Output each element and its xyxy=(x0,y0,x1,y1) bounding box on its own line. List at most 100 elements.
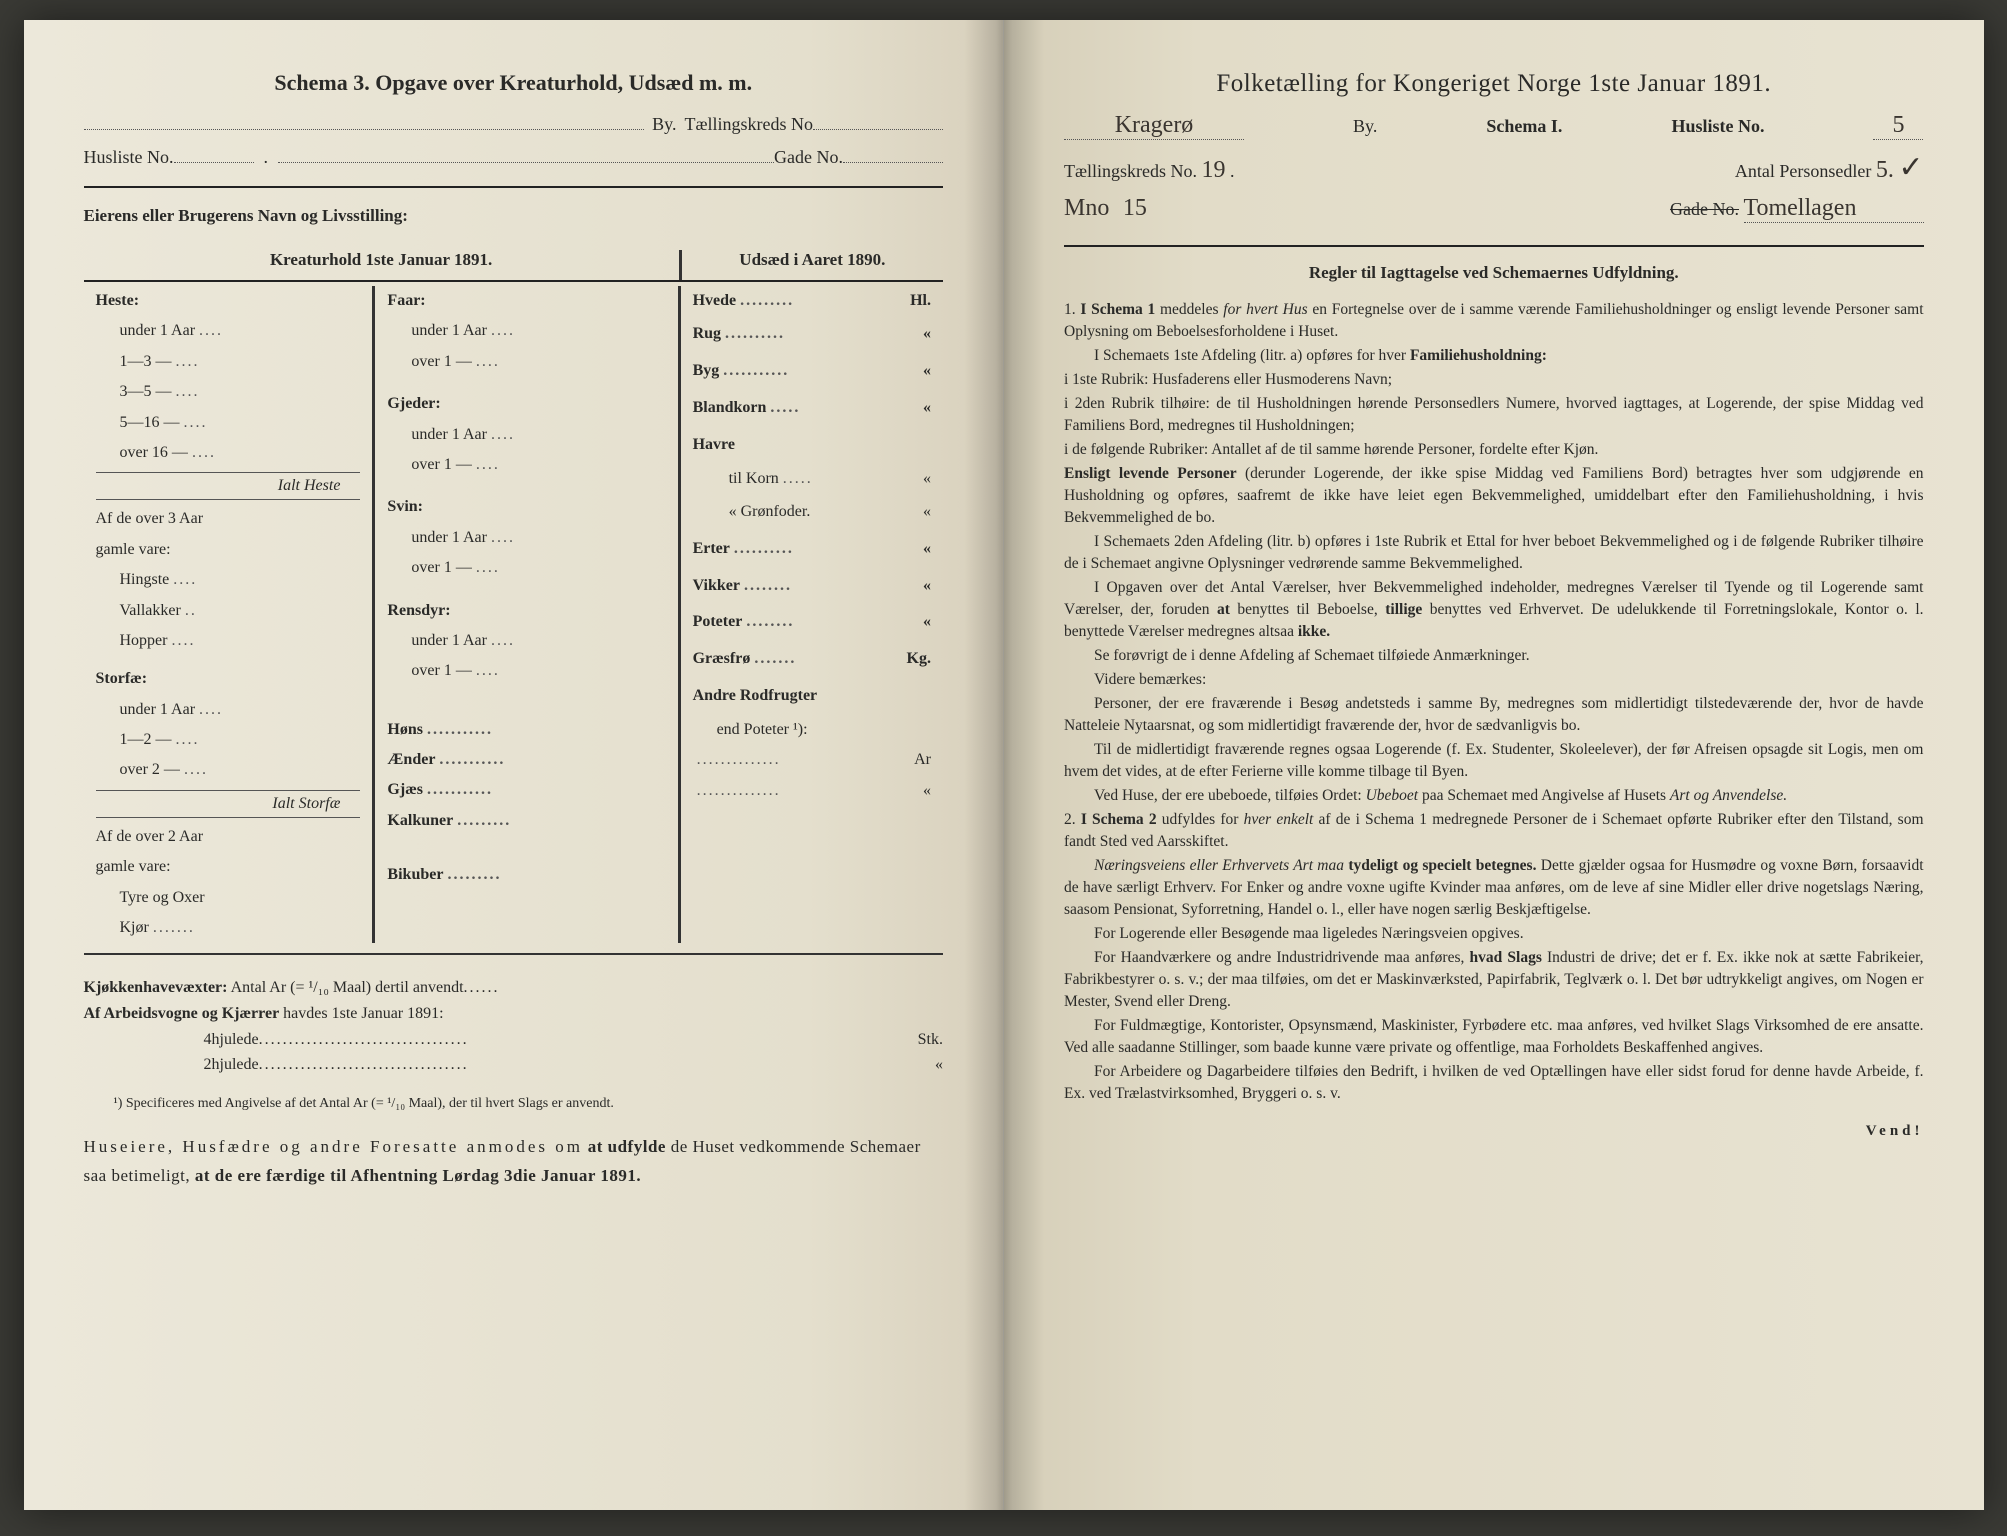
census-title: Folketælling for Kongeriget Norge 1ste J… xyxy=(1064,70,1924,98)
closing-text: Huseiere, Husfædre og andre Foresatte an… xyxy=(84,1133,944,1191)
right-page: Folketælling for Kongeriget Norge 1ste J… xyxy=(1004,20,1984,1510)
hw-husliste: 5 xyxy=(1892,112,1904,139)
svin-u1: under 1 Aar xyxy=(411,523,487,553)
hw-mno: Mno xyxy=(1064,195,1109,222)
vikker: Vikker xyxy=(693,568,740,605)
rensdyr-o1: over 1 — xyxy=(411,656,471,686)
hw-persons: 5. xyxy=(1876,157,1894,184)
af2aar: Af de over 2 Aar xyxy=(96,822,204,852)
rules-title: Regler til Iagttagelse ved Schemaernes U… xyxy=(1064,245,1924,283)
rug: Rug xyxy=(693,316,721,353)
byg: Byg xyxy=(693,353,720,390)
owner-label: Eierens eller Brugerens Navn og Livsstil… xyxy=(84,206,944,226)
heste-u1: under 1 Aar xyxy=(120,316,196,346)
header-kreatur: Kreaturhold 1ste Januar 1891. xyxy=(84,250,682,280)
storfae-1-2: 1—2 — xyxy=(120,725,172,755)
gronfoder: « Grønfoder. xyxy=(729,494,811,531)
label-heste: Heste: xyxy=(96,286,140,316)
by-line: By. Tællingskreds No xyxy=(84,114,944,135)
by-label-r: By. xyxy=(1353,116,1377,137)
ialt-storfae: Ialt Storfæ xyxy=(96,795,341,813)
header-udsaed: Udsæd i Aaret 1890. xyxy=(682,250,943,280)
aender: Ænder xyxy=(387,745,435,775)
unit-kg: Kg. xyxy=(907,641,931,678)
left-page: Schema 3. Opgave over Kreaturhold, Udsæd… xyxy=(24,20,1005,1510)
hvede: Hvede xyxy=(693,286,737,316)
kjokkenhave-label: Kjøkkenhavevæxter: xyxy=(84,979,228,996)
storfae-o2: over 2 — xyxy=(120,755,180,785)
hopper: Hopper xyxy=(120,626,168,656)
husliste-no-label: Husliste No. xyxy=(84,147,174,168)
by-label: By. xyxy=(652,114,676,135)
heste-5-16: 5—16 — xyxy=(120,408,180,438)
divider xyxy=(84,186,944,188)
heste-3-5: 3—5 — xyxy=(120,377,172,407)
hingste: Hingste xyxy=(120,565,170,595)
hw-city: Kragerø xyxy=(1115,112,1194,139)
erter: Erter xyxy=(693,531,730,568)
vallakker: Vallakker xyxy=(120,596,181,626)
tyre-oxer: Tyre og Oxer xyxy=(120,883,205,913)
vend-label: Vend! xyxy=(1064,1123,1924,1140)
footnote-1: ¹) Specificeres med Angivelse af det Ant… xyxy=(114,1094,914,1114)
svin-o1: over 1 — xyxy=(411,553,471,583)
hw-kreds: 19 xyxy=(1202,157,1226,184)
col-heste-storfae: Heste: under 1 Aar.... 1—3 —.... 3—5 —..… xyxy=(84,286,376,943)
gjeder-u1: under 1 Aar xyxy=(411,420,487,450)
unit-hl: Hl. xyxy=(910,286,931,316)
faar-u1: under 1 Aar xyxy=(411,316,487,346)
arbeidsvogne-label: Af Arbeidsvogne og Kjærrer xyxy=(84,1005,280,1022)
havre: Havre xyxy=(693,427,735,464)
kreds-row: Tællingskreds No. 19 . Antal Personsedle… xyxy=(1064,150,1924,185)
hons: Høns xyxy=(387,715,423,745)
document-spread: Schema 3. Opgave over Kreaturhold, Udsæd… xyxy=(24,20,1984,1510)
storfae-u1: under 1 Aar xyxy=(120,695,196,725)
schema3-title: Schema 3. Opgave over Kreaturhold, Udsæd… xyxy=(84,70,944,96)
blandkorn: Blandkorn xyxy=(693,390,767,427)
poteter: Poteter xyxy=(693,604,743,641)
schema-label: Schema I. xyxy=(1486,116,1562,137)
kreds-label-r: Tællingskreds No. xyxy=(1064,161,1197,181)
rensdyr-u1: under 1 Aar xyxy=(411,626,487,656)
hw-gade: Tomellagen xyxy=(1744,195,1857,222)
label-faar: Faar: xyxy=(387,286,425,316)
heste-1-3: 1—3 — xyxy=(120,347,172,377)
table-headers: Kreaturhold 1ste Januar 1891. Udsæd i Aa… xyxy=(84,250,944,280)
label-storfae: Storfæ: xyxy=(96,664,148,694)
col-udsaed: Hvede.........Hl. Rug..........« Byg....… xyxy=(681,286,943,943)
gamle-vare: gamle vare: xyxy=(96,535,171,565)
personsedler-label: Antal Personsedler xyxy=(1735,161,1871,181)
gamle-vare2: gamle vare: xyxy=(96,852,171,882)
gade-label-r: Gade No. xyxy=(1670,199,1739,219)
graesfro: Græsfrø xyxy=(693,641,751,678)
city-row: Kragerø By. Schema I. Husliste No. 5 xyxy=(1064,112,1924,140)
kreatur-table: Heste: under 1 Aar.... 1—3 —.... 3—5 —..… xyxy=(84,286,944,943)
hw-15: 15 xyxy=(1123,195,1147,222)
label-rensdyr: Rensdyr: xyxy=(387,596,450,626)
kalkuner: Kalkuner xyxy=(387,806,453,836)
kjokkenhave-text: Antal Ar (= ¹/₁₀ Maal) dertil anvendt xyxy=(231,979,464,996)
heste-o16: over 16 — xyxy=(120,438,188,468)
label-gjeder: Gjeder: xyxy=(387,389,440,419)
andre-rodfrugter: Andre Rodfrugter xyxy=(693,678,818,715)
gade-row: Mno 15 Gade No. Tomellagen xyxy=(1064,195,1924,223)
ialt-heste: Ialt Heste xyxy=(96,477,341,495)
gjeder-o1: over 1 — xyxy=(411,450,471,480)
bikuber: Bikuber xyxy=(387,860,443,890)
kreds-label: Tællingskreds No xyxy=(685,114,814,135)
faar-o1: over 1 — xyxy=(411,347,471,377)
footnotes: Kjøkkenhavevæxter: Antal Ar (= ¹/₁₀ Maal… xyxy=(84,975,944,1077)
gade-no-label: Gade No. xyxy=(774,147,843,168)
4hjulede: 4hjulede xyxy=(204,1027,259,1053)
2hjulede: 2hjulede xyxy=(204,1052,259,1078)
unit-stk: Stk. xyxy=(918,1027,943,1053)
af3aar: Af de over 3 Aar xyxy=(96,504,204,534)
tilkorn: til Korn xyxy=(729,464,779,494)
arbeidsvogne-text: havdes 1ste Januar 1891: xyxy=(283,1005,443,1022)
husliste-line: Husliste No. . Gade No. xyxy=(84,147,944,168)
kjor: Kjør xyxy=(120,913,149,943)
gjaes: Gjæs xyxy=(387,775,423,805)
end-poteter: end Poteter ¹): xyxy=(717,715,808,745)
rules-body: 1. I Schema 1 meddeles for hvert Hus en … xyxy=(1064,299,1924,1105)
unit-ar: Ar xyxy=(914,745,931,775)
